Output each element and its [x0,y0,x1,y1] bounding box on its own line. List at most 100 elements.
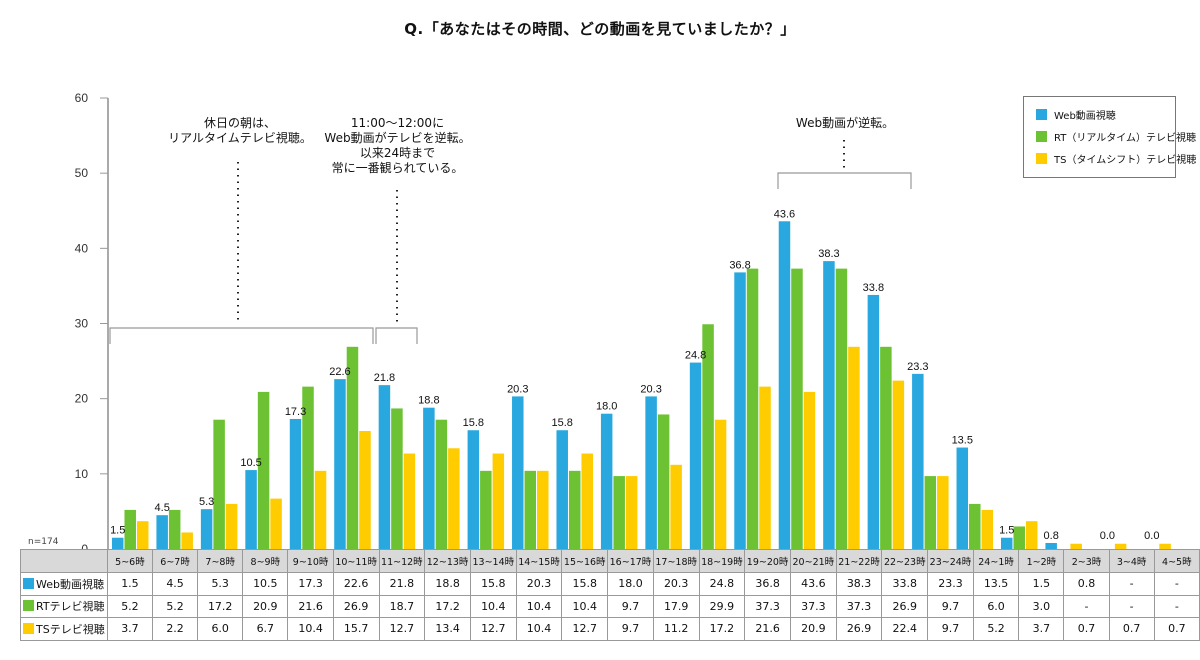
bar-ts [892,380,905,549]
bar-ts [803,391,816,549]
data-label-web: 18.0 [596,401,617,413]
data-label-web: 43.6 [774,208,795,220]
data-label-web: 20.3 [640,383,661,395]
bar-rt [391,408,403,549]
bar-web [423,407,435,549]
table-cell-rt: 5.2 [151,594,199,618]
table-header-cell: 10~11時 [332,549,380,573]
bar-ts [848,346,860,549]
bar-ts [937,476,949,549]
data-label-web: 17.3 [285,406,306,418]
bar-ts [1114,543,1127,549]
table-cell-web: 4.5 [151,572,199,596]
bar-web [467,430,480,549]
bar-ts [581,453,593,549]
row-label-web: Web動画視聴 [20,572,108,596]
bar-web [645,396,657,549]
table-cell-ts: 20.9 [789,617,837,641]
table-cell-rt: 21.6 [287,594,334,618]
legend-label-ts: TS（タイムシフト）テレビ視聴 [1054,155,1197,166]
bar-rt [435,419,448,549]
legend: Web動画視聴 RT（リアルタイム）テレビ視聴 TS（タイムシフト）テレビ視聴 [1023,96,1196,178]
row-label-ts: TSテレビ視聴 [20,617,108,641]
table-cell-rt: 26.9 [881,594,929,618]
bar-rt [880,346,892,549]
swatch-rt [23,600,34,612]
table-header-cell: 4~5時 [1153,549,1200,573]
table-cell-web: 33.8 [881,572,929,596]
data-label-web: 0.8 [1044,530,1059,542]
bar-rt [480,470,492,549]
table-cell-rt: 10.4 [469,594,517,618]
data-label-web: 24.8 [685,350,706,362]
bar-ts [225,503,238,549]
bar-ts [136,521,149,549]
bar-ts [714,419,727,549]
table-cell-rt: - [1063,594,1110,618]
y-tick-label: 10 [75,467,89,481]
table-header-cell: 12~13時 [424,549,471,573]
bracket-noon [375,327,418,344]
table-cell-rt: 29.9 [698,594,746,618]
data-label-web: 0.0 [1100,530,1115,542]
data-label-web: 1.5 [999,525,1014,537]
y-tick-label: 20 [75,392,89,406]
table-cell-ts: 6.7 [242,617,289,641]
bar-rt [213,419,225,549]
table-cell-ts: 9.7 [607,617,654,641]
table-cell-web: - [1153,572,1200,596]
bar-rt [346,346,359,549]
table-cell-rt: - [1153,594,1200,618]
table-cell-web: 24.8 [698,572,746,596]
table-cell-ts: 3.7 [106,617,154,641]
bar-rt [524,470,537,549]
table-cell-web: 23.3 [927,572,974,596]
legend-swatch-ts [1036,153,1047,164]
table-cell-rt: 10.4 [515,594,563,618]
table-header-cell: 13~14時 [469,549,517,573]
table-header-cell: 7~8時 [197,549,244,573]
table-cell-ts: 12.7 [469,617,517,641]
bar-ts [270,498,282,549]
table-cell-ts: 12.7 [561,617,609,641]
table-header-cell: 21~22時 [835,549,883,573]
table-header-cell: 14~15時 [515,549,563,573]
table-cell-web: 38.3 [835,572,883,596]
table-cell-web: 1.5 [106,572,154,596]
bar-web [1045,542,1057,549]
table-cell-ts: 0.7 [1063,617,1110,641]
data-label-web: 23.3 [907,361,928,373]
table-cell-web: 17.3 [287,572,334,596]
bar-ts [1070,543,1082,549]
y-tick-label: 60 [75,91,89,105]
table-header-cell: 3~4時 [1108,549,1155,573]
data-label-web: 4.5 [155,502,170,514]
table-header-cell: 6~7時 [151,549,199,573]
table-cell-rt: 3.0 [1018,594,1065,618]
bar-rt [924,476,937,549]
table-header-cell: 22~23時 [881,549,929,573]
y-tick-label: 50 [75,166,89,180]
bar-rt [746,268,759,549]
table-cell-rt: 6.0 [972,594,1020,618]
data-label-web: 13.5 [952,435,973,447]
legend-item-rt: RT（リアルタイム）テレビ視聴 [1036,129,1196,144]
bar-rt [657,414,670,549]
bar-web [334,379,346,549]
table-cell-web: 1.5 [1018,572,1065,596]
data-label-web: 15.8 [463,417,484,429]
table-cell-web: 20.3 [515,572,563,596]
legend-label-web: Web動画視聴 [1054,111,1116,122]
table-header-cell: 9~10時 [287,549,334,573]
swatch-web [23,577,34,589]
bar-web [734,272,746,549]
table-cell-ts: 10.4 [287,617,334,641]
table-cell-web: 10.5 [242,572,289,596]
table-header-cell: 18~19時 [698,549,746,573]
bar-web [1000,537,1013,549]
bar-web [556,430,568,549]
table-cell-web: 5.3 [197,572,244,596]
bar-web [289,418,302,549]
annotation-web-overtakes-evening: Web動画が逆転。 [795,116,895,130]
